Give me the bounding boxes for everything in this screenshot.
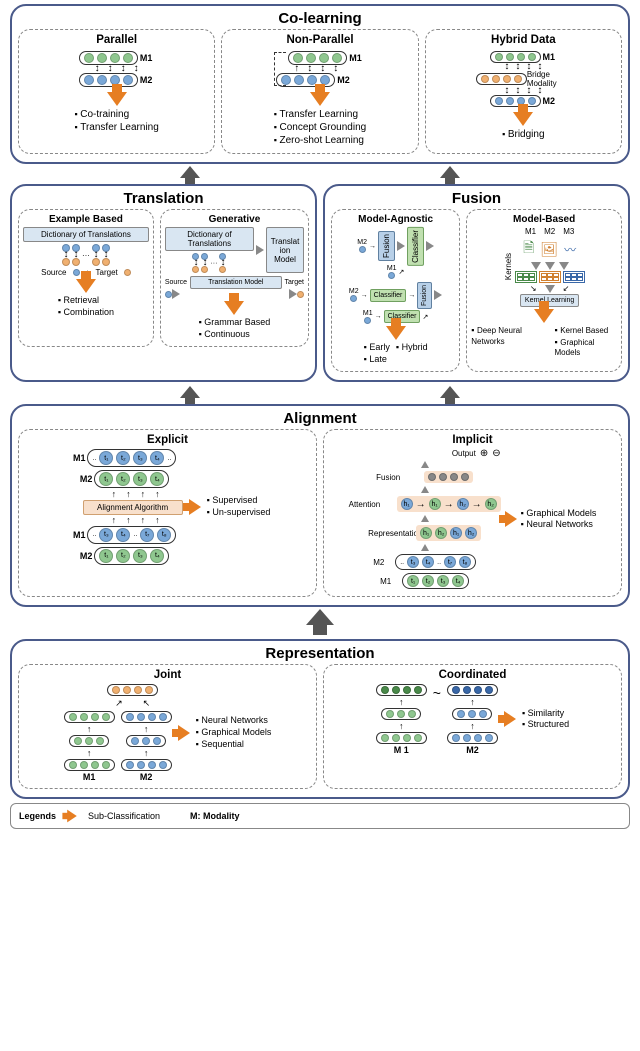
- explicit-sub: Explicit M1 ..t₁t₂t₃t₄.. M2 t₁t₂t₃t₄ ↑↑↑…: [18, 429, 317, 597]
- parallel-sub: Parallel M1 ↕↕↕↕ M2: [18, 29, 215, 154]
- hybrid-title: Hybrid Data: [491, 34, 556, 46]
- model-based-sub: Model-Based Kernels M1 M2 M3 🗎 🖼 〰: [466, 209, 622, 372]
- arrow-right-icon: [505, 511, 517, 527]
- legends-label: Legends: [19, 811, 56, 821]
- example-based-sub: Example Based Dictionary of Translations…: [18, 209, 154, 347]
- up-arrow-icon: [440, 166, 460, 178]
- arrow-icon: [513, 112, 533, 126]
- colearning-title: Co-learning: [18, 10, 622, 27]
- legends-sub: Sub-Classification: [88, 811, 160, 821]
- fusion-title: Fusion: [331, 190, 622, 207]
- parallel-diagram: M1 ↕↕↕↕ M2: [23, 50, 210, 88]
- parallel-bullets: Co-training Transfer Learning: [75, 108, 159, 134]
- tilde-icon: ~: [433, 685, 441, 701]
- parallel-title: Parallel: [96, 34, 137, 46]
- translation-title: Translation: [18, 190, 309, 207]
- up-arrow-icon: [180, 166, 200, 178]
- arrow-icon: [224, 301, 244, 315]
- dict-box: Dictionary of Translations: [23, 227, 149, 242]
- fusion-section: Fusion Model-Agnostic M2 → Fusion Classi…: [323, 184, 630, 382]
- representation-title: Representation: [18, 645, 622, 662]
- arrow-icon: [310, 92, 330, 106]
- coordinated-sub: Coordinated ↑ ↑ M 1 ~ ↑: [323, 664, 622, 789]
- tmodel-box2: Translation Model: [190, 276, 281, 289]
- hybrid-diagram: M1 ↕↕↕↕ Bridge Modality ↕↕↕↕ M2: [430, 50, 617, 108]
- alignment-section: Alignment Explicit M1 ..t₁t₂t₃t₄.. M2 t₁…: [10, 404, 630, 607]
- nonparallel-diagram: M1 ↑↕↕↕ M2: [226, 50, 413, 88]
- nonparallel-sub: Non-Parallel M1 ↑↕↕↕ M2 Transfe: [221, 29, 418, 154]
- alignment-algo-box: Alignment Algorithm: [83, 500, 183, 515]
- m2-row: [79, 73, 138, 87]
- image-icon: 🖼: [540, 241, 558, 258]
- arrow-right-icon: [189, 499, 201, 515]
- dict-box: Dictionary of Translations: [165, 227, 254, 251]
- nonparallel-title: Non-Parallel: [286, 34, 353, 46]
- arrow-icon: [386, 326, 406, 340]
- legends-bar: Legends Sub-Classification M: Modality: [10, 803, 630, 829]
- model-agnostic-sub: Model-Agnostic M2 → Fusion Classifier M1…: [331, 209, 460, 372]
- kernel-learning-box: Kernel Learning: [520, 294, 579, 307]
- translation-section: Translation Example Based Dictionary of …: [10, 184, 317, 382]
- arrow-right-icon: [178, 725, 190, 741]
- nonparallel-bullets: Transfer Learning Concept Grounding Zero…: [274, 108, 366, 147]
- wave-icon: 〰: [564, 241, 576, 258]
- doc-icon: 🗎: [523, 237, 534, 261]
- arrow-right-icon: [67, 810, 77, 823]
- arrow-icon: [76, 279, 96, 293]
- legends-modality: M: Modality: [190, 811, 240, 821]
- arrow-icon: [107, 92, 127, 106]
- up-arrow-icon: [440, 386, 460, 398]
- arrow-icon: [534, 309, 554, 323]
- implicit-sub: Implicit Output ⊕ ⊖ Fusion Attenti: [323, 429, 622, 597]
- up-arrow-icon: [180, 386, 200, 398]
- arrow-right-icon: [504, 711, 516, 727]
- alignment-title: Alignment: [18, 410, 622, 427]
- hybrid-sub: Hybrid Data M1 ↕↕↕↕ Bridge Modality ↕↕↕↕…: [425, 29, 622, 154]
- colearning-section: Co-learning Parallel M1 ↕↕↕↕ M2: [10, 4, 630, 164]
- big-up-arrow-icon: [306, 609, 334, 625]
- generative-sub: Generative Dictionary of Translations ↕ …: [160, 209, 309, 347]
- tmodel-box: Translat ion Model: [266, 227, 304, 273]
- hybrid-bullets: Bridging: [502, 128, 544, 141]
- joint-sub: Joint ↗↖ ↑ ↑ M1: [18, 664, 317, 789]
- representation-section: Representation Joint ↗↖ ↑ ↑ M1: [10, 639, 630, 799]
